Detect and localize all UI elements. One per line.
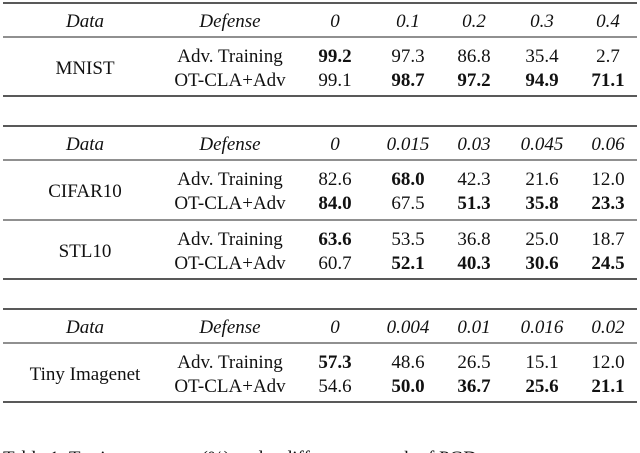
defense-name: OT-CLA+Adv xyxy=(174,193,286,214)
accuracy-cell: 52.1 xyxy=(391,253,424,274)
column-header: 0.02 xyxy=(591,317,625,338)
column-header: Defense xyxy=(198,11,260,32)
dataset-name: CIFAR10 xyxy=(48,181,122,202)
accuracy-cell: 12.0 xyxy=(591,169,624,190)
column-header: 0 xyxy=(330,134,340,155)
accuracy-cell: 82.6 xyxy=(318,169,351,190)
table-caption: Table 1: Testing accuracy (%) under diff… xyxy=(3,448,496,453)
dataset-name: Tiny Imagenet xyxy=(30,364,141,385)
accuracy-cell: 40.3 xyxy=(457,253,490,274)
column-header: 0.016 xyxy=(521,317,564,338)
column-header: Data xyxy=(65,317,104,338)
accuracy-cell: 21.1 xyxy=(591,376,624,397)
accuracy-cell: 86.8 xyxy=(457,46,490,67)
accuracy-cell: 53.5 xyxy=(391,229,424,250)
dataset-name: MNIST xyxy=(55,58,115,79)
accuracy-cell: 2.7 xyxy=(596,46,620,67)
column-header: Defense xyxy=(198,317,260,338)
accuracy-cell: 98.7 xyxy=(391,70,425,91)
accuracy-cell: 18.7 xyxy=(591,229,624,250)
accuracy-cell: 67.5 xyxy=(391,193,424,214)
dataset-name: STL10 xyxy=(59,241,112,262)
accuracy-cell: 63.6 xyxy=(318,229,351,250)
column-header: 0.015 xyxy=(387,134,430,155)
accuracy-cell: 84.0 xyxy=(318,193,351,214)
accuracy-cell: 50.0 xyxy=(391,376,424,397)
column-header: 0.4 xyxy=(596,11,620,32)
accuracy-cell: 12.0 xyxy=(591,352,624,373)
accuracy-cell: 42.3 xyxy=(457,169,490,190)
column-header: 0.01 xyxy=(457,317,490,338)
accuracy-cell: 36.8 xyxy=(457,229,490,250)
accuracy-cell: 51.3 xyxy=(457,193,490,214)
accuracy-cell: 94.9 xyxy=(525,70,558,91)
accuracy-cell: 71.1 xyxy=(591,70,624,91)
accuracy-cell: 24.5 xyxy=(591,253,624,274)
accuracy-cell: 30.6 xyxy=(525,253,558,274)
accuracy-cell: 60.7 xyxy=(318,253,351,274)
accuracy-cell: 25.6 xyxy=(525,376,558,397)
accuracy-cell: 36.7 xyxy=(457,376,491,397)
defense-name: OT-CLA+Adv xyxy=(174,70,286,91)
defense-name: OT-CLA+Adv xyxy=(174,376,286,397)
column-header: 0.2 xyxy=(462,11,486,32)
defense-name: Adv. Training xyxy=(177,229,283,250)
column-header: Data xyxy=(65,134,104,155)
column-header: 0.06 xyxy=(591,134,625,155)
column-header: 0.1 xyxy=(396,11,420,32)
column-header: 0.03 xyxy=(457,134,490,155)
accuracy-cell: 99.2 xyxy=(318,46,351,67)
accuracy-cell: 48.6 xyxy=(391,352,424,373)
column-header: 0 xyxy=(330,317,340,338)
accuracy-cell: 97.3 xyxy=(391,46,424,67)
accuracy-cell: 21.6 xyxy=(525,169,558,190)
column-header: Data xyxy=(65,11,104,32)
column-header: Defense xyxy=(198,134,260,155)
accuracy-cell: 68.0 xyxy=(391,169,424,190)
defense-name: Adv. Training xyxy=(177,352,283,373)
accuracy-cell: 99.1 xyxy=(318,70,351,91)
accuracy-cell: 15.1 xyxy=(525,352,558,373)
column-header: 0.3 xyxy=(530,11,554,32)
accuracy-cell: 23.3 xyxy=(591,193,624,214)
accuracy-cell: 97.2 xyxy=(457,70,490,91)
accuracy-cell: 57.3 xyxy=(318,352,351,373)
accuracy-cell: 26.5 xyxy=(457,352,490,373)
accuracy-cell: 25.0 xyxy=(525,229,558,250)
accuracy-cell: 35.8 xyxy=(525,193,558,214)
column-header: 0.004 xyxy=(387,317,430,338)
defense-name: Adv. Training xyxy=(177,169,283,190)
defense-name: Adv. Training xyxy=(177,46,283,67)
column-header: 0 xyxy=(330,11,340,32)
column-header: 0.045 xyxy=(521,134,564,155)
defense-name: OT-CLA+Adv xyxy=(174,253,286,274)
accuracy-cell: 54.6 xyxy=(318,376,351,397)
accuracy-cell: 35.4 xyxy=(525,46,559,67)
